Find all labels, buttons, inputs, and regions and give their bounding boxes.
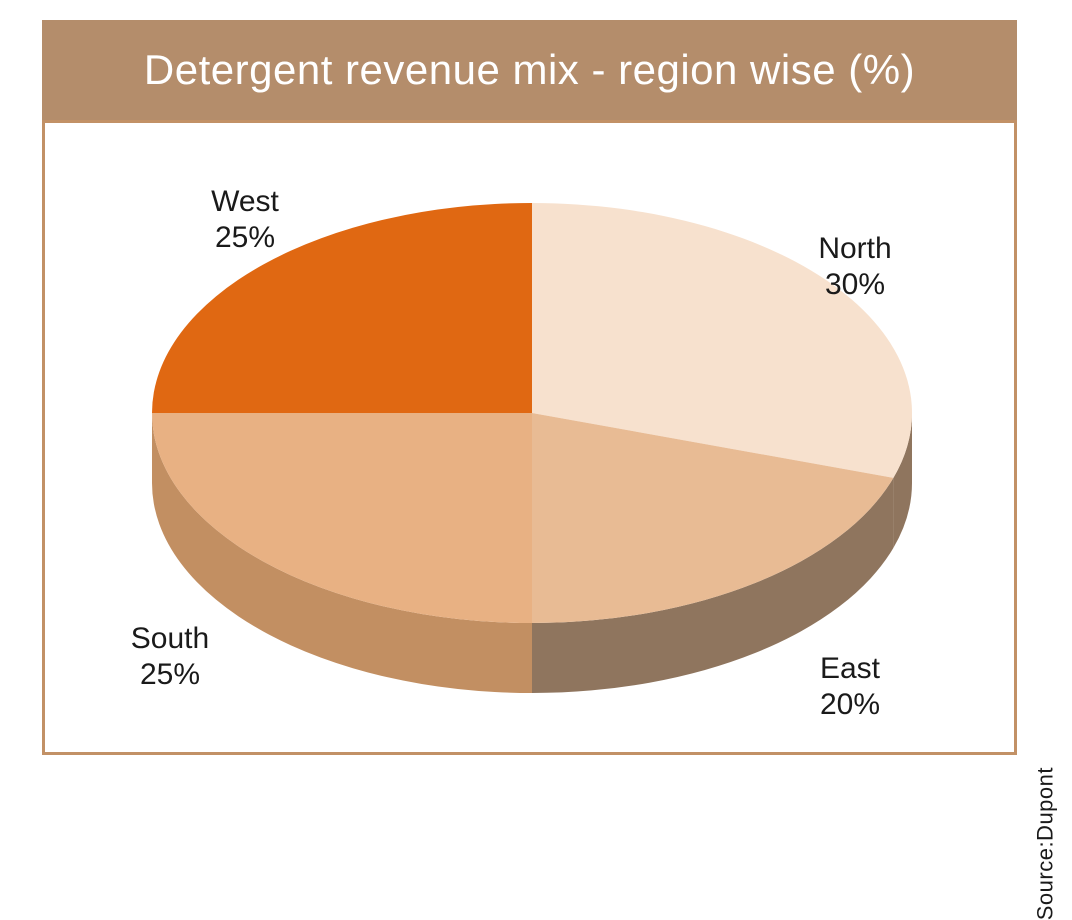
slice-label-west: West [211,185,279,218]
slice-value-west: 25% [215,221,275,254]
chart-title-bar: Detergent revenue mix - region wise (%) [42,20,1017,120]
chart-title: Detergent revenue mix - region wise (%) [144,46,915,94]
slice-label-south: South [131,622,209,655]
slice-value-east: 20% [820,688,880,721]
source-attribution: Source:Dupont [1032,767,1058,920]
chart-card: Detergent revenue mix - region wise (%) … [42,20,1017,755]
slice-label-east: East [820,652,881,685]
pie-slice-west [152,203,532,413]
slice-value-south: 25% [140,658,200,691]
chart-frame: North30%East20%South25%West25% [42,120,1017,755]
pie-chart: North30%East20%South25%West25% [45,123,1020,755]
slice-value-north: 30% [825,268,885,301]
slice-label-north: North [818,232,891,265]
